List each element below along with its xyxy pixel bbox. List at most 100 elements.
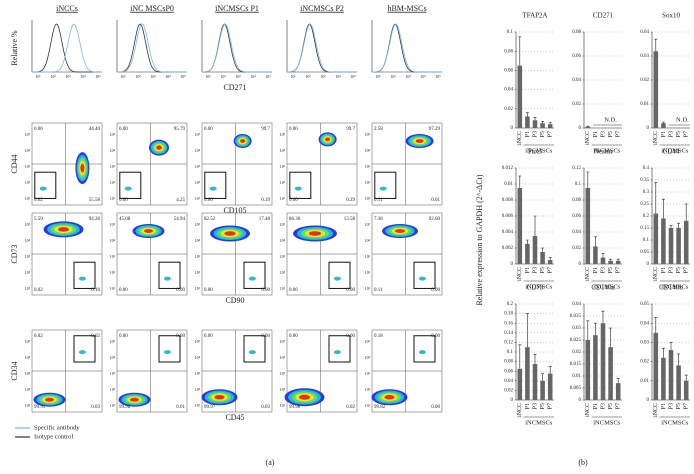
density-cloud — [240, 139, 246, 143]
bar — [525, 116, 530, 128]
error-bar — [654, 182, 658, 214]
decade-label: 10² — [280, 387, 286, 392]
quadrant-value: 0.02 — [34, 334, 43, 339]
bar — [668, 228, 674, 264]
decade-label: 10² — [110, 387, 116, 392]
x-tick-label: P7 — [548, 131, 554, 137]
quadrant-value: 0.00 — [289, 198, 298, 203]
error-bar — [669, 225, 673, 228]
y-tick-label: 0.03 — [640, 341, 649, 346]
decade-label: 10² — [305, 74, 311, 79]
quadrant-value: 0.00 — [204, 288, 213, 293]
decade-label: 10⁴ — [195, 238, 201, 243]
decade-label: 10¹ — [365, 403, 371, 408]
x-tick-label: P7 — [616, 131, 622, 137]
x-tick-label: P1 — [525, 131, 531, 137]
decade-label: 10⁵ — [435, 74, 441, 79]
isotype-gate — [119, 171, 142, 199]
quadrant-value: 86.36 — [289, 217, 301, 222]
decade-label: 10² — [280, 180, 286, 185]
density-cloud — [130, 397, 139, 402]
bar — [547, 124, 553, 128]
bar — [540, 123, 545, 128]
bar — [585, 126, 591, 128]
quadrant-value: 2.58 — [374, 127, 383, 132]
decade-label: 10³ — [110, 371, 116, 376]
x-tick-label: P1 — [525, 403, 531, 409]
y-tick-label: 0 — [579, 126, 582, 131]
decade-label: 10⁵ — [365, 222, 371, 227]
x-tick-label: P5 — [540, 131, 546, 137]
y-tick-label: 0.005 — [570, 386, 582, 391]
quadrant-value: 0.11 — [374, 198, 383, 203]
quadrant-value: 5.59 — [34, 217, 43, 222]
error-bar — [661, 198, 665, 219]
y-tick-label: 0 — [511, 126, 514, 131]
x-tick-label: P1 — [593, 267, 599, 273]
histogram-specific — [201, 23, 272, 73]
decade-label: 10¹ — [120, 74, 126, 79]
decade-label: 10³ — [25, 371, 31, 376]
x-tick-label: P1 — [661, 267, 667, 273]
x-tick-label: P7 — [684, 403, 690, 409]
y-tick-label: 0.015 — [570, 362, 582, 367]
isotype-cloud — [418, 350, 426, 355]
error-bar — [548, 121, 552, 125]
decade-label: 10³ — [25, 164, 31, 169]
error-bar — [541, 247, 545, 252]
x-tick-label: P1 — [525, 267, 531, 273]
x-tick-label: P3 — [532, 131, 538, 137]
quadrant-value: 0.11 — [374, 288, 383, 293]
column-header: iNCMSCs P1 — [215, 4, 259, 13]
error-bar — [677, 222, 681, 228]
error-bar — [684, 203, 688, 221]
x-tick-label: iNCC — [585, 403, 591, 417]
decade-label: 10⁵ — [110, 339, 116, 344]
quadrant-value: 44.40 — [89, 127, 101, 132]
error-bar — [593, 322, 597, 336]
x-tick-label: iNCC — [653, 267, 659, 281]
y-tick-label: 0.02 — [572, 246, 581, 251]
isotype-gate — [158, 335, 181, 363]
density-cloud — [384, 395, 395, 400]
decade-label: 10¹ — [25, 403, 31, 408]
y-tick-label: 0 — [647, 398, 650, 403]
bar — [676, 228, 681, 264]
density-cloud — [308, 231, 322, 236]
decade-label: 10¹ — [110, 403, 116, 408]
isotype-gate — [413, 261, 436, 289]
decade-label: 10⁴ — [280, 148, 286, 153]
x-tick-label: iNCC — [517, 267, 523, 281]
quadrant-value: 0.00 — [261, 288, 270, 293]
y-tick-label: 0.12 — [572, 166, 581, 171]
bar — [517, 368, 523, 400]
y-tick-label: 0.1 — [507, 350, 514, 355]
x-tick-label: P3 — [600, 131, 606, 137]
isotype-gate — [328, 335, 351, 363]
bar — [608, 347, 613, 400]
decade-label: 10⁴ — [195, 148, 201, 153]
decade-label: 10⁴ — [110, 238, 116, 243]
decade-label: 10¹ — [205, 74, 211, 79]
quadrant-value: 4.25 — [176, 198, 185, 203]
annotation: N.D. — [604, 116, 617, 123]
isotype-gate — [204, 171, 227, 199]
axis-label: CD271 — [223, 83, 246, 92]
error-bar — [518, 175, 522, 188]
chart-title: Nestin — [594, 148, 613, 156]
y-tick-label: 0.006 — [502, 214, 514, 219]
density-cloud — [298, 394, 311, 400]
bar — [525, 347, 530, 400]
y-tick-label: 0.04 — [504, 88, 513, 93]
decade-label: 10⁵ — [195, 222, 201, 227]
y-tick-label: 0 — [647, 126, 650, 131]
y-tick-label: 0.06 — [504, 69, 513, 74]
y-tick-label: 0.06 — [572, 54, 581, 59]
decade-label: 10⁵ — [280, 222, 286, 227]
decade-label: 10¹ — [290, 74, 296, 79]
bar — [600, 257, 606, 264]
bar — [540, 252, 545, 264]
decade-label: 10⁴ — [195, 355, 201, 360]
y-tick-label: 0.2 — [643, 214, 650, 219]
chart-title: CD140b — [659, 284, 683, 292]
